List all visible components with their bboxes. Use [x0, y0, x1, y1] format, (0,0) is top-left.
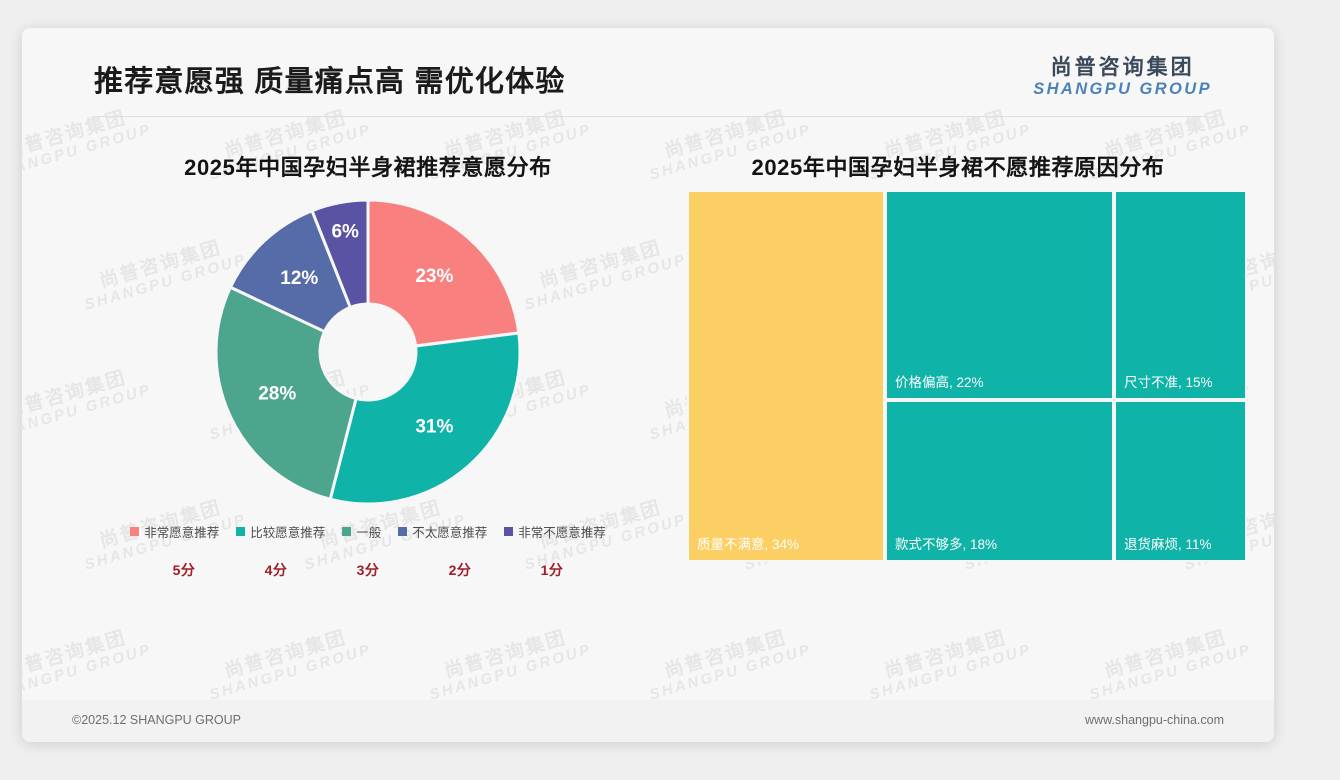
treemap-cell-label: 价格偏高, 22% — [895, 375, 984, 390]
header-divider — [94, 116, 1206, 117]
donut-chart: 23% 31% 28% 12% 6% — [198, 182, 538, 522]
donut-slice-3[interactable] — [214, 285, 358, 502]
legend-swatch-icon — [504, 527, 514, 536]
donut-legend: 非常愿意推荐 比较愿意推荐 一般 不太愿意推荐 非常不愿意推荐 — [78, 522, 658, 541]
donut-chart-title: 2025年中国孕妇半身裙推荐意愿分布 — [184, 155, 552, 180]
donut-slice-label-4: 12% — [280, 268, 318, 289]
treemap-chart-title: 2025年中国孕妇半身裙不愿推荐原因分布 — [751, 155, 1165, 180]
treemap-chart: 质量不满意, 34% 价格偏高, 22% 款式不够多, 18% 尺寸不准, 15% 退货… — [687, 190, 1247, 562]
donut-chart-area: 23% 31% 28% 12% 6% — [78, 182, 658, 572]
legend-swatch-icon — [398, 527, 408, 536]
legend-label: 非常愿意推荐 — [144, 526, 220, 540]
donut-slice-2[interactable] — [328, 331, 522, 506]
donut-slice-label-3: 28% — [258, 384, 296, 405]
bottom-bar: ©2025.12 SHANGPU GROUP www.shangpu-china… — [22, 700, 1274, 742]
score-label-2: 4分 — [264, 562, 288, 578]
copyright-text: ©2025.12 SHANGPU GROUP — [72, 713, 241, 727]
treemap-panel: 2025年中国孕妇半身裙不愿推荐原因分布 质量不满意, 34% 价格偏高, 22%… — [658, 124, 1258, 684]
legend-label: 非常不愿意推荐 — [518, 526, 606, 540]
treemap-cell-5[interactable]: 退货麻烦, 11% — [1114, 400, 1247, 562]
score-row: 5分 4分 3分 2分 1分 — [78, 560, 658, 580]
legend-item-2[interactable]: 比较愿意推荐 — [236, 522, 325, 541]
treemap-cell-label: 质量不满意, 34% — [697, 537, 800, 552]
legend-item-5[interactable]: 非常不愿意推荐 — [504, 522, 606, 541]
legend-item-1[interactable]: 非常愿意推荐 — [130, 522, 219, 541]
treemap-cell-2[interactable]: 价格偏高, 22% — [885, 190, 1114, 400]
legend-swatch-icon — [236, 527, 246, 536]
brand-logo: 尚普咨询集团 SHANGPU GROUP — [1033, 56, 1212, 99]
treemap-cell-4[interactable]: 尺寸不准, 15% — [1114, 190, 1247, 400]
donut-slice-1[interactable] — [366, 198, 521, 348]
treemap-cell-label: 款式不够多, 18% — [895, 537, 998, 552]
legend-item-4[interactable]: 不太愿意推荐 — [398, 522, 487, 541]
slide-card: 尚普咨询集团 SHANGPU GROUP 尚普咨询集团 SHANGPU GROUP 尚普… — [22, 28, 1274, 742]
donut-chart-panel: 2025年中国孕妇半身裙推荐意愿分布 23% 31% 28% 12% 6% 非常愿意推荐… — [78, 124, 658, 684]
slide-header: 推荐意愿强 质量痛点高 需优化体验 尚普咨询集团 SHANGPU GROUP — [22, 28, 1274, 116]
legend-item-3[interactable]: 一般 — [342, 522, 381, 541]
logo-chinese-text: 尚普咨询集团 — [1050, 56, 1195, 79]
donut-svg: 23% 31% 28% 12% 6% — [214, 198, 522, 506]
score-label-4: 2分 — [448, 562, 472, 578]
donut-slice-label-5: 6% — [331, 222, 359, 243]
donut-slice-5[interactable] — [310, 198, 370, 310]
legend-swatch-icon — [342, 527, 352, 536]
donut-slice-4[interactable] — [228, 208, 353, 334]
legend-label: 不太愿意推荐 — [412, 526, 488, 540]
score-label-5: 1分 — [540, 562, 564, 578]
treemap-cell-label: 尺寸不准, 15% — [1124, 375, 1213, 390]
legend-label: 一般 — [356, 526, 382, 540]
score-label-1: 5分 — [172, 562, 196, 578]
treemap-cell-label: 退货麻烦, 11% — [1124, 537, 1212, 552]
treemap-cell-1[interactable]: 质量不满意, 34% — [687, 190, 885, 562]
legend-label: 比较愿意推荐 — [250, 526, 326, 540]
page-title: 推荐意愿强 质量痛点高 需优化体验 — [94, 66, 566, 98]
legend-swatch-icon — [130, 527, 140, 536]
donut-slice-label-1: 23% — [415, 266, 453, 287]
logo-english-text: SHANGPU GROUP — [1033, 80, 1212, 99]
donut-slice-label-2: 31% — [415, 416, 453, 437]
website-link[interactable]: www.shangpu-china.com — [1085, 713, 1224, 727]
treemap-cell-3[interactable]: 款式不够多, 18% — [885, 400, 1114, 562]
score-label-3: 3分 — [356, 562, 380, 578]
